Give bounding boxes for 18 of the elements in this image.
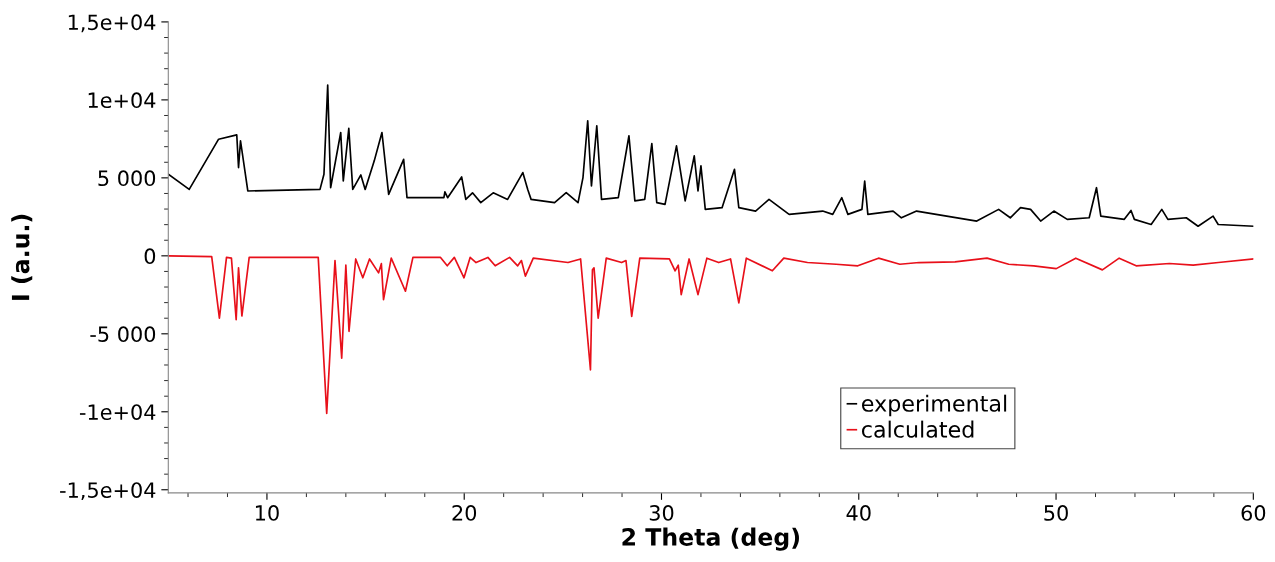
y-tick-label: 5 000 <box>98 170 156 187</box>
y-tick-label: -1,5e+04 <box>60 482 156 501</box>
y-tick-label: 0 <box>144 248 156 265</box>
y-tick-label: -1e+04 <box>79 404 156 420</box>
x-tick-label: 50 <box>1044 505 1068 521</box>
x-tick-label: 20 <box>452 505 477 521</box>
x-tick-label: 10 <box>255 505 279 521</box>
line-series <box>168 255 1254 415</box>
legend-label: calculated <box>861 420 974 438</box>
x-tick-label: 40 <box>846 505 871 521</box>
x-axis-title: 2 Theta (deg) <box>622 527 799 551</box>
x-tick-label: 30 <box>649 505 674 521</box>
y-tick-label: 1,5e+04 <box>68 14 156 33</box>
x-tick-label: 60 <box>1241 505 1266 521</box>
y-axis-title: I (a.u.) <box>11 214 33 300</box>
legend-label: experimental <box>861 394 1007 417</box>
y-tick-label: 1e+04 <box>88 92 156 109</box>
y-tick-label: -5 000 <box>90 326 156 343</box>
